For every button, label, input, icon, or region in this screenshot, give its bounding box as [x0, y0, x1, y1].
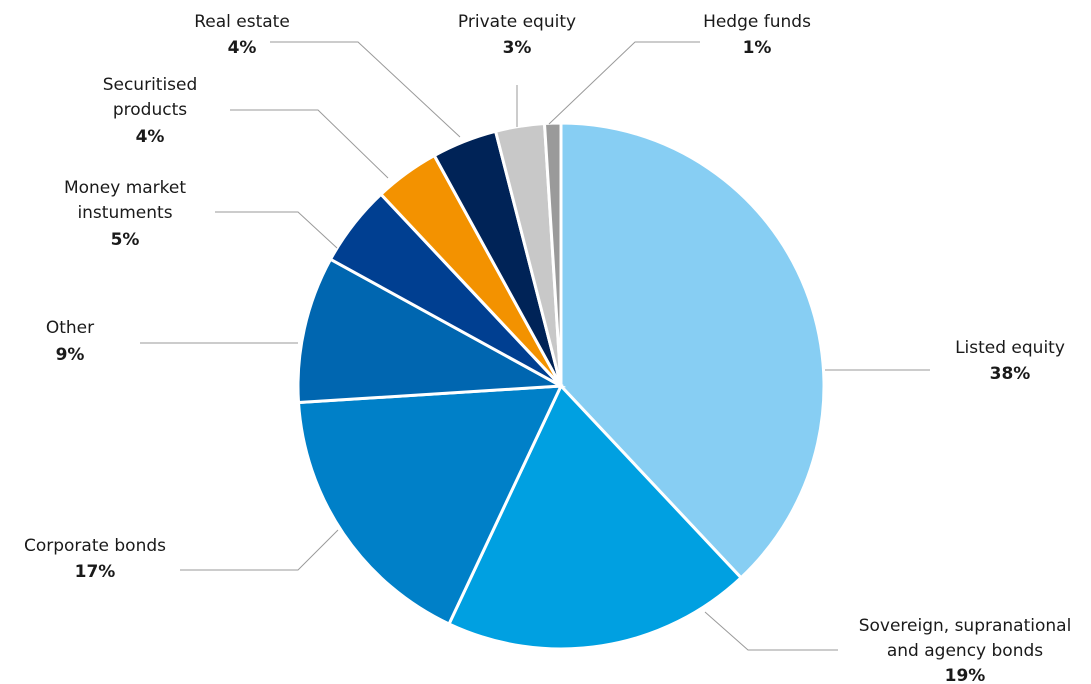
slice-value-label: 9%	[56, 345, 85, 365]
leader-line	[704, 611, 838, 651]
leader-line	[270, 41, 461, 138]
slice-value-label: 4%	[136, 127, 165, 147]
slice-value-label: 3%	[503, 38, 532, 58]
pie-slice	[559, 121, 826, 580]
pie-slice	[296, 257, 567, 405]
slice-value-label: 17%	[75, 562, 116, 582]
pie-slice	[296, 384, 564, 626]
slice-value-label: 38%	[990, 364, 1031, 384]
slice-label: Money market instuments	[64, 178, 186, 223]
leader-line	[215, 211, 338, 249]
slice-label: Corporate bonds	[24, 536, 166, 556]
slice-value-label: 4%	[228, 38, 257, 58]
slice-value-label: 19%	[945, 666, 986, 684]
leader-line	[180, 529, 339, 571]
pie-slice	[542, 121, 563, 387]
slice-label: Hedge funds	[703, 12, 811, 32]
slice-label: Listed equity	[955, 338, 1065, 358]
slice-label: Private equity	[458, 12, 576, 32]
slice-label: Securitised products	[103, 75, 198, 120]
pie-slice	[447, 383, 744, 651]
slice-value-label: 5%	[111, 230, 140, 250]
slice-label: Sovereign, supranational and agency bonds	[859, 616, 1072, 661]
slice-value-label: 1%	[743, 38, 772, 58]
leader-line	[230, 109, 389, 179]
leader-line	[548, 41, 700, 125]
slice-label: Other	[46, 318, 94, 338]
slice-label: Real estate	[194, 12, 290, 32]
